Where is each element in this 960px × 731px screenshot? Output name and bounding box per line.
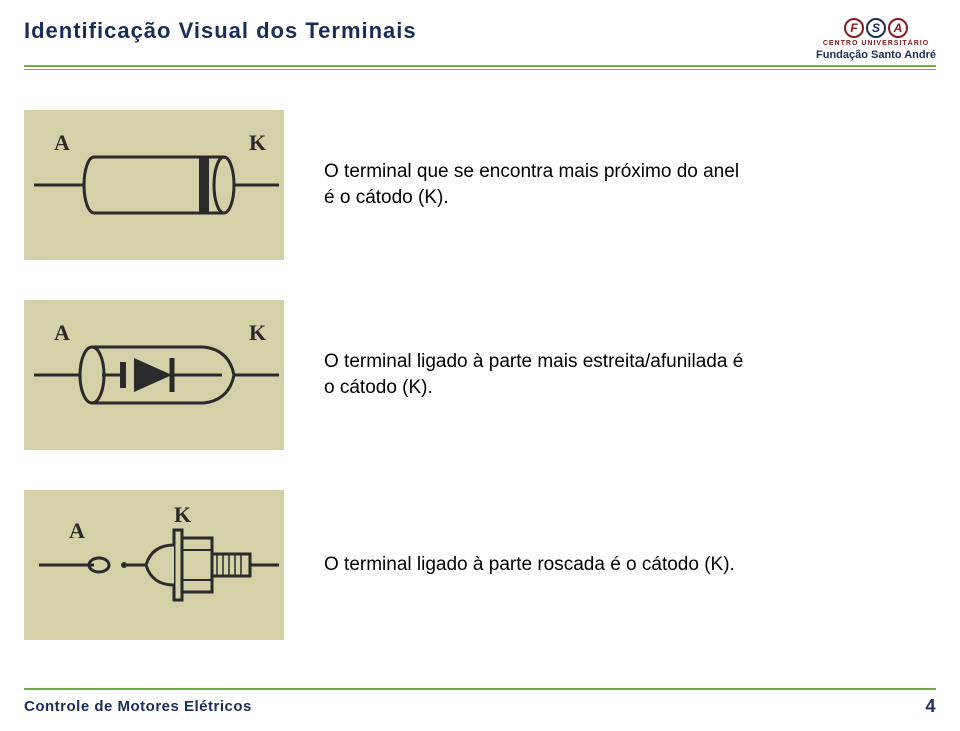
diagram-diode-band: A K <box>24 110 284 260</box>
page-title: Identificação Visual dos Terminais <box>24 18 417 44</box>
header: Identificação Visual dos Terminais F S A… <box>0 0 960 61</box>
label-cathode: K <box>249 130 266 156</box>
diode-threaded-svg <box>24 490 284 640</box>
desc-diode-threaded: O terminal ligado à parte roscada é o cá… <box>324 552 735 578</box>
footer-text: Controle de Motores Elétricos <box>24 698 252 715</box>
header-rule-thick <box>24 65 936 67</box>
label-anode: A <box>54 320 70 346</box>
logo-letter-s: S <box>866 18 886 38</box>
logo-letter-a: A <box>888 18 908 38</box>
logo-subtitle-1: CENTRO UNIVERSITÁRIO <box>823 40 929 47</box>
institution-logo: F S A CENTRO UNIVERSITÁRIO Fundação Sant… <box>816 18 936 61</box>
logo-letter-f: F <box>844 18 864 38</box>
footer: Controle de Motores Elétricos 4 <box>0 688 960 717</box>
row-diode-band: A K O terminal que se encontra mais próx… <box>24 110 936 260</box>
row-diode-threaded: A K O terminal ligado à parte roscada é … <box>24 490 936 640</box>
diagram-diode-threaded: A K <box>24 490 284 640</box>
label-cathode: K <box>174 502 191 528</box>
desc-diode-tapered: O terminal ligado à parte mais estreita/… <box>324 349 744 400</box>
footer-rule <box>24 688 936 690</box>
logo-subtitle-2: Fundação Santo André <box>816 49 936 61</box>
page-number: 4 <box>925 696 936 717</box>
header-rules <box>0 61 960 70</box>
diagram-diode-tapered: A K <box>24 300 284 450</box>
label-anode: A <box>54 130 70 156</box>
label-cathode: K <box>249 320 266 346</box>
logo-circles: F S A <box>844 18 908 38</box>
content-area: A K O terminal que se encontra mais próx… <box>0 70 960 630</box>
row-diode-tapered: A K O terminal ligado à parte mais estre… <box>24 300 936 450</box>
label-anode: A <box>69 518 85 544</box>
desc-diode-band: O terminal que se encontra mais próximo … <box>324 159 744 210</box>
